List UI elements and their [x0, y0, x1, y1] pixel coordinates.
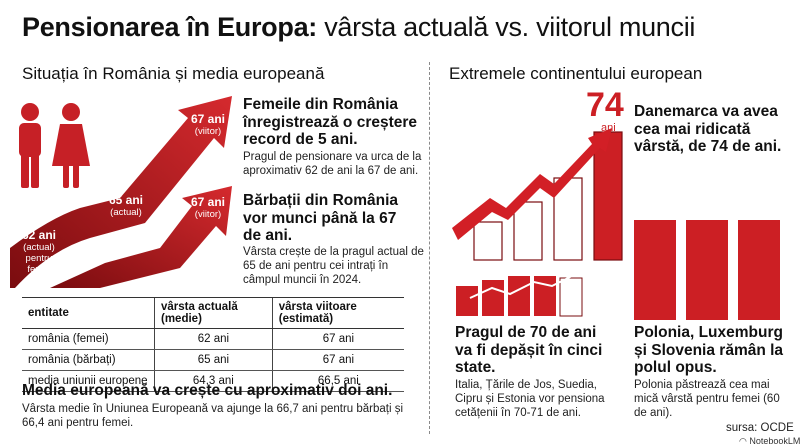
table-row: românia (bărbați) 65 ani 67 ani	[22, 349, 404, 371]
men-current-label: 65 ani (actual)	[108, 193, 144, 218]
table-cell: românia (femei)	[22, 328, 155, 350]
bar	[482, 280, 504, 316]
retirement-age-table: entitate vârsta actuală (medie) vârsta v…	[22, 297, 404, 392]
men-future-label: 67 ani (viitor)	[190, 195, 226, 220]
men-heading: Bărbații din România vor munci până la 6…	[243, 192, 399, 244]
table-cell: românia (bărbați)	[22, 349, 155, 371]
bar	[738, 220, 780, 320]
eu-text: Vârsta medie în Uniunea Europeană va aju…	[22, 403, 404, 429]
left-section-heading: Situația în România și media europeană	[22, 64, 325, 83]
denmark-bar	[593, 131, 623, 261]
table-cell: 67 ani	[271, 349, 404, 371]
table-header: vârsta actuală (medie)	[154, 297, 273, 329]
table-row: românia (femei) 62 ani 67 ani	[22, 328, 404, 350]
notebooklm-logo: ◠ NotebookLM	[739, 436, 800, 446]
rising-bars-illustration	[452, 128, 623, 261]
over70-heading: Pragul de 70 de ani va fi depășit în cin…	[455, 324, 603, 376]
table-cell: 67 ani	[271, 328, 404, 350]
big-number: 74	[586, 86, 624, 124]
bar	[513, 201, 543, 261]
trend-arrow-icon	[469, 273, 577, 299]
trend-arrow-icon	[452, 128, 612, 240]
logo-icon: ◠	[739, 436, 747, 446]
lowest-bars-illustration	[634, 220, 780, 320]
over70-bars-illustration	[456, 273, 583, 317]
men-text: Vârsta crește de la pragul actual de 65 …	[243, 246, 424, 286]
male-person-icon	[19, 103, 41, 188]
lowest-text: Polonia păstrează cea mai mică vârstă pe…	[634, 379, 780, 419]
table-cell: media uniunii europene	[22, 370, 155, 392]
women-text: Pragul de pensionare va urca de la aprox…	[243, 151, 422, 177]
right-section-heading: Extremele continentului european	[449, 64, 703, 83]
over70-text: Italia, Țările de Jos, Suedia, Cipru și …	[455, 379, 605, 419]
bar	[456, 286, 478, 316]
bar	[473, 221, 503, 261]
bar	[634, 220, 676, 320]
men-arrow	[50, 186, 232, 288]
female-person-icon	[52, 103, 90, 188]
bar	[508, 276, 530, 316]
bar	[686, 220, 728, 320]
table-cell: 62 ani	[154, 328, 273, 350]
women-future-label: 67 ani (viitor)	[190, 112, 226, 137]
denmark-heading: Danemarca va avea cea mai ridicată vârst…	[634, 103, 782, 155]
table-header: entitate	[22, 297, 155, 329]
women-current-label: 62 ani (actual) pentru femei	[21, 228, 57, 275]
women-heading: Femeile din România înregistrează o creș…	[243, 96, 418, 148]
table-cell: 65 ani	[154, 349, 273, 371]
eu-heading: Media europeană va crește cu aproximativ…	[22, 382, 393, 399]
table-row: media uniunii europene 64,3 ani 66,5 ani	[22, 370, 404, 392]
table-header: vârsta viitoare (estimată)	[271, 297, 404, 329]
section-divider	[429, 62, 430, 434]
source-label: sursa: OCDE	[726, 422, 794, 434]
bar	[559, 277, 583, 317]
table-header-row: entitate vârsta actuală (medie) vârsta v…	[22, 297, 404, 329]
table-cell: 64,3 ani	[154, 370, 273, 392]
lowest-heading: Polonia, Luxemburg și Slovenia rămân la …	[634, 324, 784, 376]
romania-arrows-illustration	[10, 96, 232, 288]
big-number-unit: ani	[601, 122, 616, 134]
table-cell: 66,5 ani	[271, 370, 404, 392]
women-arrow	[10, 96, 232, 288]
page-title: Pensionarea în Europa: vârsta actuală vs…	[22, 12, 696, 42]
